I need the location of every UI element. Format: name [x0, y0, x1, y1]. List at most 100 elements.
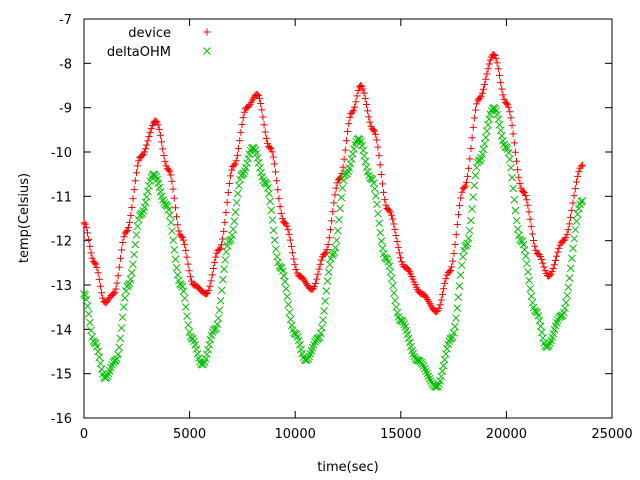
- data-point: [348, 108, 356, 116]
- data-point: [484, 65, 492, 73]
- data-point: [145, 133, 153, 141]
- data-point: [364, 107, 372, 115]
- data-point: [314, 270, 322, 278]
- data-point: [509, 130, 517, 138]
- data-point: [349, 107, 357, 115]
- data-point: [386, 208, 394, 216]
- data-point: [113, 279, 121, 287]
- data-point: [156, 131, 164, 139]
- data-point: [539, 259, 547, 267]
- data-point: [452, 231, 460, 239]
- data-point: [465, 226, 474, 235]
- data-point: [284, 226, 292, 234]
- data-point: [235, 181, 243, 190]
- data-point: [575, 204, 583, 213]
- data-point: [254, 158, 263, 167]
- data-point: [164, 166, 172, 174]
- x-tick-label: 10000: [275, 427, 316, 442]
- legend-marker: [203, 47, 211, 55]
- data-point: [526, 284, 535, 293]
- data-point: [223, 198, 231, 206]
- data-point: [374, 209, 382, 218]
- data-point: [347, 155, 356, 163]
- data-point: [524, 268, 532, 276]
- data-point: [562, 234, 570, 242]
- data-point: [437, 296, 445, 304]
- data-point: [461, 182, 469, 190]
- data-point: [419, 362, 428, 371]
- data-point: [534, 311, 543, 320]
- data-point: [393, 308, 402, 317]
- data-point: [508, 121, 516, 129]
- data-point: [345, 120, 353, 128]
- data-point: [551, 257, 559, 265]
- data-point: [279, 271, 288, 280]
- data-point: [486, 56, 494, 64]
- data-point: [118, 246, 126, 254]
- y-tick-label: -14: [51, 323, 72, 338]
- data-point: [312, 279, 320, 287]
- data-point: [451, 241, 459, 249]
- data-point: [115, 263, 123, 271]
- data-point: [485, 115, 494, 124]
- data-point: [145, 181, 153, 190]
- data-point: [144, 137, 152, 145]
- data-point: [183, 253, 191, 261]
- data-point: [454, 293, 463, 302]
- data-point: [513, 225, 522, 233]
- data-point: [81, 220, 89, 228]
- data-point: [462, 178, 470, 186]
- data-point: [375, 152, 383, 160]
- data-point: [205, 340, 214, 349]
- data-point: [493, 110, 502, 119]
- data-point: [186, 273, 194, 281]
- data-point: [129, 260, 137, 269]
- data-point: [323, 277, 332, 286]
- data-point: [132, 169, 140, 177]
- data-point: [269, 226, 278, 235]
- data-point: [563, 230, 571, 238]
- data-point: [381, 196, 389, 204]
- data-point: [253, 90, 261, 98]
- data-point: [217, 286, 226, 295]
- data-point: [502, 99, 510, 107]
- data-point: [342, 137, 350, 145]
- data-point: [517, 184, 525, 192]
- data-point: [422, 367, 430, 375]
- data-point: [228, 166, 236, 174]
- data-point: [491, 104, 499, 113]
- data-point: [323, 246, 331, 254]
- data-point: [453, 304, 462, 313]
- data-point: [399, 318, 407, 327]
- data-point: [173, 213, 181, 221]
- data-point: [456, 271, 465, 279]
- data-point: [181, 303, 190, 311]
- data-point: [283, 292, 292, 301]
- data-point: [467, 216, 475, 225]
- data-point: [477, 92, 485, 100]
- data-point: [316, 260, 324, 268]
- data-point: [344, 128, 352, 136]
- data-point: [514, 166, 522, 174]
- data-point: [382, 201, 390, 209]
- data-point: [441, 279, 449, 287]
- data-point: [531, 242, 539, 250]
- data-point: [112, 354, 121, 363]
- data-point: [208, 271, 216, 279]
- data-point: [81, 291, 90, 300]
- data-point: [558, 311, 567, 320]
- data-point: [165, 211, 174, 220]
- data-point: [398, 258, 406, 266]
- data-point: [127, 212, 135, 220]
- data-point: [222, 247, 231, 256]
- data-point: [126, 218, 134, 226]
- data-point: [287, 242, 295, 250]
- data-point: [483, 127, 491, 135]
- data-point: [268, 216, 277, 224]
- data-point: [322, 249, 330, 257]
- data-point: [216, 296, 225, 305]
- y-tick-label: -7: [59, 13, 72, 28]
- data-point: [317, 323, 326, 332]
- data-point: [497, 132, 506, 140]
- data-point: [185, 328, 194, 336]
